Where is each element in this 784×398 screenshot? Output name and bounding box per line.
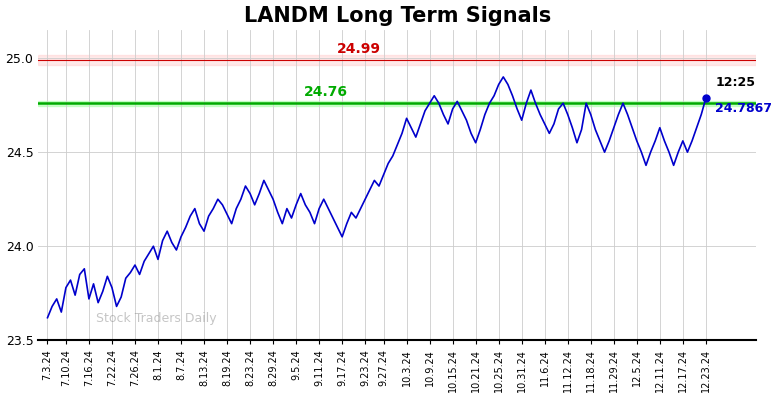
Text: 24.76: 24.76	[304, 86, 348, 100]
Text: 24.7867: 24.7867	[715, 102, 772, 115]
Bar	[38, 101, 757, 105]
Text: Stock Traders Daily: Stock Traders Daily	[96, 312, 216, 325]
Bar	[38, 55, 757, 65]
Title: LANDM Long Term Signals: LANDM Long Term Signals	[244, 6, 551, 25]
Text: 24.99: 24.99	[337, 42, 381, 56]
Text: 12:25: 12:25	[715, 76, 755, 89]
